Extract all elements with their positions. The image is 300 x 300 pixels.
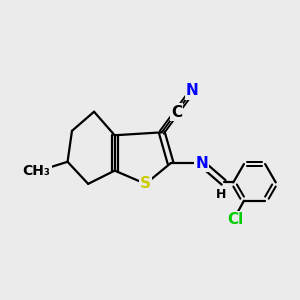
Text: N: N bbox=[186, 83, 199, 98]
Text: S: S bbox=[140, 176, 151, 191]
Text: C: C bbox=[171, 105, 182, 120]
Text: Cl: Cl bbox=[227, 212, 243, 227]
Text: H: H bbox=[215, 188, 226, 201]
Text: N: N bbox=[195, 156, 208, 171]
Text: CH₃: CH₃ bbox=[23, 164, 51, 178]
